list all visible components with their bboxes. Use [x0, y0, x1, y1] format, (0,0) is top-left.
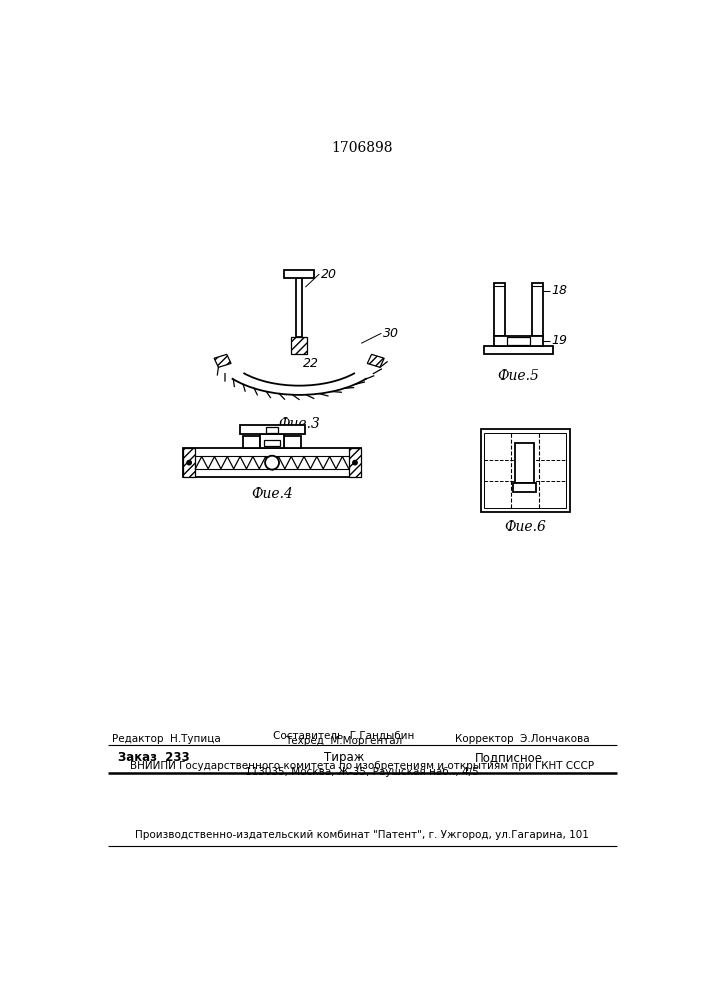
Bar: [507, 337, 530, 345]
Polygon shape: [214, 354, 231, 367]
Polygon shape: [368, 354, 384, 367]
Bar: [291, 337, 307, 354]
Text: 19: 19: [551, 334, 567, 347]
Bar: [494, 336, 542, 346]
Text: 18: 18: [551, 284, 567, 297]
Text: 113035, Москва, Ж-35, Раушская наб.., 4/5: 113035, Москва, Ж-35, Раушская наб.., 4/…: [245, 767, 479, 777]
Bar: [284, 270, 314, 278]
Text: ВНИИПИ Государственного комитета по изобретениям и открытиям при ГКНТ СССР: ВНИИПИ Государственного комитета по изоб…: [130, 761, 594, 771]
Circle shape: [265, 456, 279, 470]
Text: Фие.6: Фие.6: [504, 520, 546, 534]
Text: Тираж: Тираж: [324, 751, 364, 764]
Bar: [481, 429, 570, 512]
Bar: [284, 436, 300, 448]
Text: Составитель  Г.Гандыбин: Составитель Г.Гандыбин: [274, 731, 415, 741]
Text: 20: 20: [321, 267, 337, 280]
Bar: [264, 440, 280, 446]
Bar: [349, 448, 361, 477]
Text: Техред  М.Моргентал: Техред М.Моргентал: [286, 736, 403, 746]
Bar: [513, 483, 537, 492]
Bar: [484, 346, 554, 354]
Bar: [243, 436, 260, 448]
Text: Заказ  233: Заказ 233: [119, 751, 190, 764]
Bar: [484, 433, 566, 508]
Text: 22: 22: [303, 357, 319, 370]
Text: Фие.5: Фие.5: [498, 369, 539, 383]
Text: Фие.3: Фие.3: [279, 417, 320, 431]
Circle shape: [353, 460, 357, 465]
Text: Подписное: Подписное: [475, 751, 543, 764]
Text: Редактор  Н.Тупица: Редактор Н.Тупица: [112, 734, 221, 744]
Bar: [260, 434, 284, 448]
Bar: [296, 278, 303, 337]
Text: Корректор  Э.Лончакова: Корректор Э.Лончакова: [455, 734, 590, 744]
Circle shape: [187, 460, 192, 465]
Text: Производственно-издательский комбинат "Патент", г. Ужгород, ул.Гагарина, 101: Производственно-издательский комбинат "П…: [135, 830, 589, 840]
Bar: [494, 283, 505, 336]
Text: Фие.4: Фие.4: [251, 487, 293, 501]
Text: 30: 30: [383, 327, 399, 340]
Text: 1706898: 1706898: [331, 141, 392, 155]
Bar: [183, 448, 361, 477]
Bar: [183, 448, 195, 477]
Bar: [515, 443, 534, 483]
Bar: [266, 427, 279, 433]
Bar: [240, 425, 305, 434]
Bar: [532, 283, 542, 336]
